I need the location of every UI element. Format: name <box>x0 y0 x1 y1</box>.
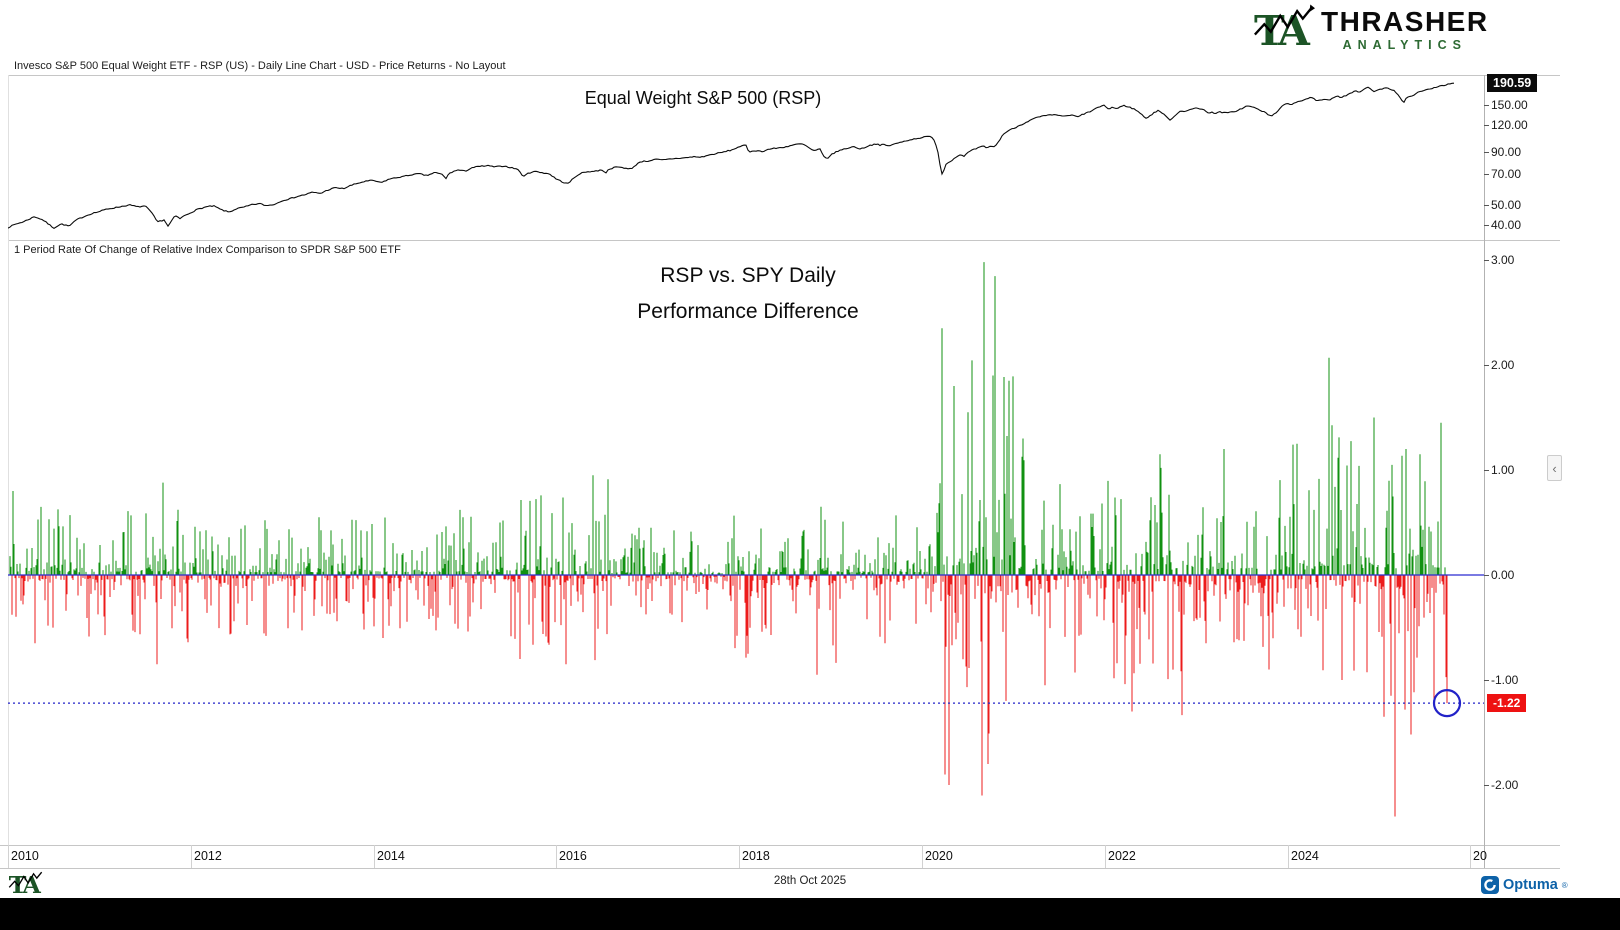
diff-axis-tick-mark <box>1484 365 1489 366</box>
thrasher-analytics-logo: TA THRASHER ANALYTICS <box>1253 3 1489 53</box>
panel-divider <box>8 240 1560 241</box>
diff-axis-tick: 1.00 <box>1491 463 1515 477</box>
year-tick-mark <box>739 845 740 868</box>
instrument-title: Invesco S&P 500 Equal Weight ETF - RSP (… <box>14 60 506 72</box>
optuma-registered-mark: ® <box>1561 880 1568 890</box>
year-label-2024: 2024 <box>1291 849 1319 863</box>
year-label-20: 20 <box>1473 849 1487 863</box>
footer-chart-zigzag-icon <box>8 871 43 888</box>
price-axis-tick: 70.00 <box>1491 167 1522 182</box>
diff-axis-tick: 2.00 <box>1491 358 1515 372</box>
diff-axis-tick-mark <box>1484 785 1489 786</box>
price-axis-tick-mark <box>1484 151 1489 153</box>
price-axis-tick-mark <box>1484 174 1489 176</box>
diff-axis-tick: 3.00 <box>1491 253 1515 267</box>
bottom-black-bar <box>0 898 1620 930</box>
year-tick-mark <box>1288 845 1289 868</box>
year-tick-mark <box>374 845 375 868</box>
year-label-2022: 2022 <box>1108 849 1136 863</box>
plot-left-border <box>8 75 9 868</box>
diff-axis-tick: 0.00 <box>1491 568 1515 582</box>
xaxis-top-border <box>0 845 1560 846</box>
price-axis-tick-mark <box>1484 205 1489 206</box>
year-tick-mark <box>191 845 192 868</box>
top-panel-title: Equal Weight S&P 500 (RSP) <box>584 88 822 108</box>
price-axis-tick: 120.00 <box>1491 118 1528 133</box>
chart-zigzag-icon <box>1254 7 1313 36</box>
year-label-2020: 2020 <box>925 849 953 863</box>
xaxis-bottom-border <box>0 868 1560 869</box>
diff-axis-tick-mark <box>1484 260 1489 261</box>
price-axis-tick-mark <box>1484 105 1489 107</box>
monogram-letters: TA <box>1254 6 1311 53</box>
bottom-panel-title: RSP vs. SPY Daily Performance Difference <box>8 258 1488 330</box>
axis-collapse-arrow[interactable]: ‹ <box>1547 455 1562 481</box>
diff-axis-tick-mark <box>1484 470 1489 471</box>
price-axis-tick: 50.00 <box>1491 198 1522 212</box>
chart-date: 28th Oct 2025 <box>773 875 847 887</box>
price-axis-tick-mark <box>1484 125 1489 127</box>
diff-axis-tick: -2.00 <box>1491 778 1519 792</box>
year-tick-mark <box>922 845 923 868</box>
diff-axis-tick: -1.00 <box>1491 673 1519 687</box>
threshold-value-label: -1.22 <box>1487 694 1527 712</box>
price-axis-tick: 150.00 <box>1491 98 1528 113</box>
price-axis-tick: 90.00 <box>1491 144 1522 159</box>
last-price-label: 190.59 <box>1487 74 1538 92</box>
logo-analytics-text: ANALYTICS <box>1342 38 1467 52</box>
ta-monogram-icon: TA <box>1254 4 1315 53</box>
logo-thrasher-text: THRASHER <box>1321 6 1489 37</box>
indicator-label: 1 Period Rate Of Change of Relative Inde… <box>14 244 401 256</box>
footer-ta-monogram-icon: TA <box>8 871 44 897</box>
year-tick-mark <box>8 845 9 868</box>
year-tick-mark <box>556 845 557 868</box>
axis-separator <box>1484 75 1485 868</box>
year-label-2018: 2018 <box>742 849 770 863</box>
year-tick-mark <box>1105 845 1106 868</box>
footer-monogram-letters: TA <box>9 871 42 897</box>
optuma-icon <box>1481 876 1499 894</box>
price-axis-tick: 40.00 <box>1491 218 1522 233</box>
optuma-text: Optuma <box>1503 877 1558 893</box>
bottom-title-line1: RSP vs. SPY Daily <box>660 264 836 287</box>
rsp-price-chart[interactable] <box>8 75 1484 240</box>
year-label-2012: 2012 <box>194 849 222 863</box>
arrowhead-icon <box>1309 4 1315 13</box>
diff-axis-tick-mark <box>1484 680 1489 681</box>
panel-top-border <box>8 75 1560 76</box>
year-tick-mark <box>1470 845 1471 868</box>
bottom-title-line2: Performance Difference <box>637 300 859 323</box>
diff-axis-tick-mark <box>1484 575 1489 576</box>
performance-diff-chart[interactable] <box>8 240 1484 845</box>
year-label-2016: 2016 <box>559 849 587 863</box>
price-axis-tick-mark <box>1484 225 1489 227</box>
optuma-logo: Optuma ® <box>1481 876 1568 894</box>
year-label-2014: 2014 <box>377 849 405 863</box>
year-label-2010: 2010 <box>11 849 39 863</box>
